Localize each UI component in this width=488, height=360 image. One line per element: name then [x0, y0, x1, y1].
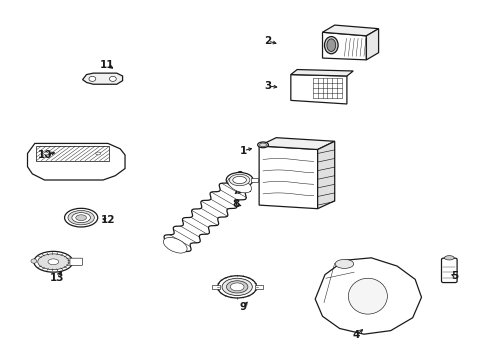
Ellipse shape	[257, 142, 268, 148]
Ellipse shape	[34, 251, 73, 272]
Ellipse shape	[229, 174, 249, 186]
Ellipse shape	[43, 152, 48, 155]
Ellipse shape	[226, 281, 247, 293]
Polygon shape	[290, 69, 352, 76]
FancyBboxPatch shape	[70, 258, 82, 265]
Text: 9: 9	[240, 302, 246, 312]
Text: 8: 8	[232, 199, 239, 210]
Ellipse shape	[444, 256, 453, 260]
Polygon shape	[322, 25, 378, 36]
Ellipse shape	[326, 39, 335, 51]
Polygon shape	[259, 138, 334, 149]
Ellipse shape	[226, 172, 252, 188]
Text: 3: 3	[264, 81, 271, 91]
Ellipse shape	[68, 211, 94, 225]
FancyBboxPatch shape	[441, 258, 456, 283]
Text: 1: 1	[240, 145, 246, 156]
Ellipse shape	[72, 213, 90, 223]
Ellipse shape	[222, 278, 252, 296]
Polygon shape	[317, 141, 334, 209]
Ellipse shape	[347, 278, 386, 314]
Ellipse shape	[48, 259, 59, 265]
Text: 6: 6	[235, 171, 242, 181]
Text: 7: 7	[232, 186, 239, 197]
Polygon shape	[366, 29, 378, 60]
Text: 5: 5	[450, 271, 458, 281]
Polygon shape	[315, 258, 421, 334]
Bar	[36, 146, 109, 161]
Polygon shape	[259, 146, 317, 209]
Ellipse shape	[334, 260, 353, 269]
Ellipse shape	[259, 143, 266, 147]
Polygon shape	[82, 73, 122, 84]
Text: 13: 13	[49, 273, 64, 283]
Bar	[211, 285, 219, 289]
Bar	[254, 285, 262, 289]
Bar	[251, 178, 258, 182]
Ellipse shape	[38, 254, 69, 270]
Text: 12: 12	[101, 215, 115, 225]
Ellipse shape	[163, 238, 187, 253]
Polygon shape	[27, 143, 125, 180]
Text: 11: 11	[100, 59, 114, 69]
Ellipse shape	[31, 259, 37, 263]
Ellipse shape	[232, 176, 246, 184]
Ellipse shape	[324, 37, 337, 54]
Text: 2: 2	[264, 36, 271, 46]
Ellipse shape	[217, 276, 256, 298]
Ellipse shape	[89, 76, 96, 81]
Ellipse shape	[96, 152, 101, 155]
Ellipse shape	[64, 208, 98, 227]
Ellipse shape	[109, 76, 116, 81]
Ellipse shape	[227, 177, 251, 193]
Ellipse shape	[76, 215, 86, 221]
Polygon shape	[290, 75, 346, 104]
Ellipse shape	[230, 283, 244, 291]
Text: 10: 10	[38, 150, 53, 160]
Polygon shape	[322, 32, 366, 60]
Text: 4: 4	[352, 330, 360, 340]
